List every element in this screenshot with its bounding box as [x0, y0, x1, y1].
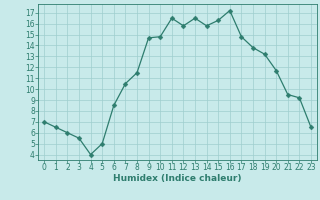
X-axis label: Humidex (Indice chaleur): Humidex (Indice chaleur) — [113, 174, 242, 183]
